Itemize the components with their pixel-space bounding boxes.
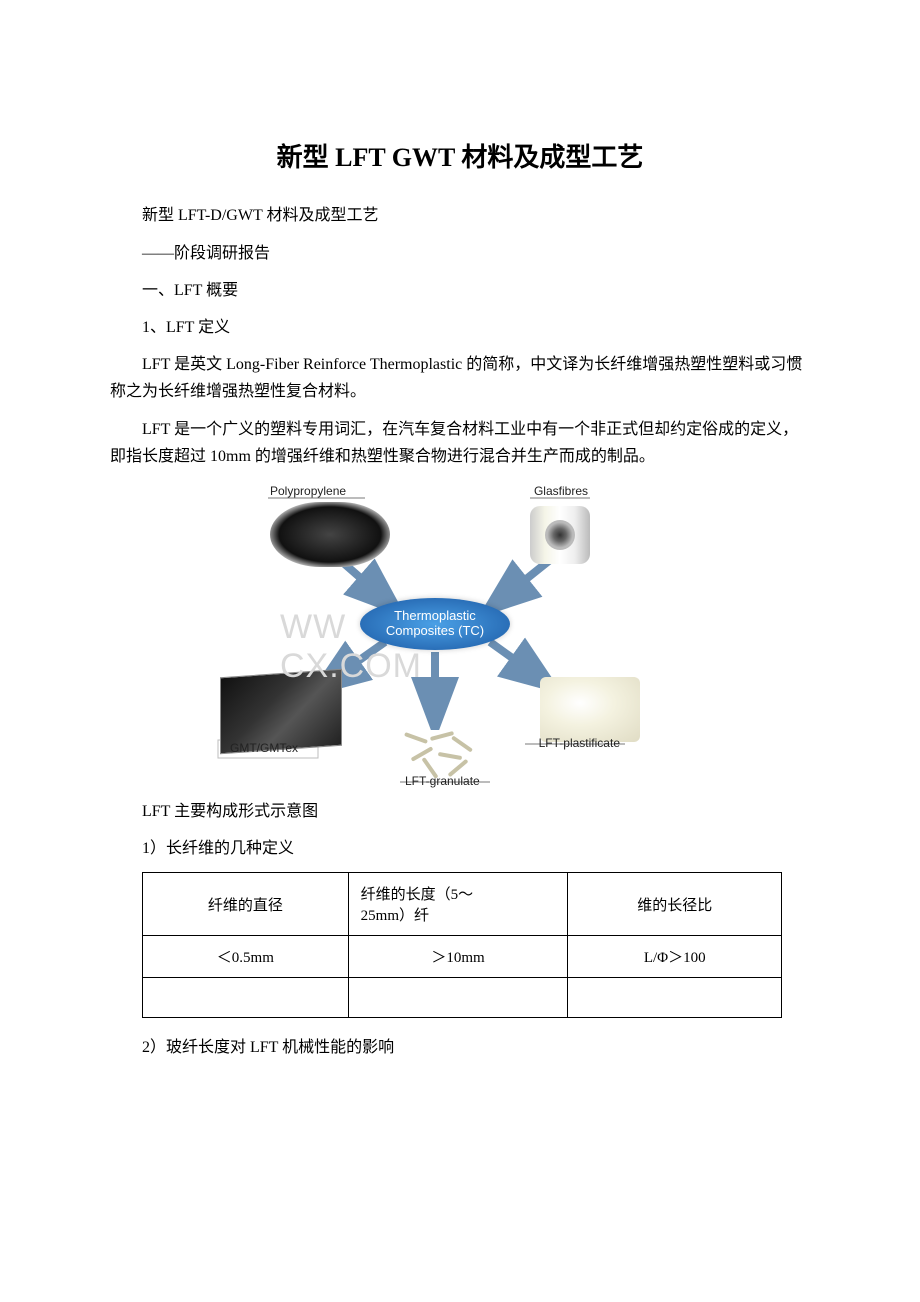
diagram-label-lft-plastificate: LFT-plastificate: [539, 736, 620, 750]
paragraph: LFT 是英文 Long-Fiber Reinforce Thermoplast…: [110, 351, 810, 405]
paragraph: LFT 是一个广义的塑料专用词汇，在汽车复合材料工业中有一个非正式但却约定俗成的…: [110, 416, 810, 470]
paragraph: 2）玻纤长度对 LFT 机械性能的影响: [110, 1034, 810, 1061]
diagram-center-oval: Thermoplastic Composites (TC): [360, 598, 510, 650]
center-oval-line2: Composites (TC): [386, 624, 484, 639]
center-oval-line1: Thermoplastic: [394, 609, 476, 624]
table-cell: [568, 978, 782, 1018]
document-page: 新型 LFT GWT 材料及成型工艺 新型 LFT-D/GWT 材料及成型工艺 …: [0, 0, 920, 1302]
table-cell: ＜0.5mm: [143, 936, 349, 978]
table-cell: [143, 978, 349, 1018]
diagram-label-lft-granulate: LFT-granulate: [405, 774, 480, 788]
page-title: 新型 LFT GWT 材料及成型工艺: [110, 137, 810, 174]
paragraph: 新型 LFT-D/GWT 材料及成型工艺: [110, 202, 810, 229]
glasfibres-image: [520, 500, 600, 570]
diagram-label-polypropylene: Polypropylene: [270, 484, 346, 498]
table-cell-text: 纤维的长度（5～: [361, 887, 474, 903]
diagram-label-gmt: GMT/GMTex: [230, 741, 298, 755]
watermark-left: WW: [280, 608, 346, 646]
paragraph: 1、LFT 定义: [110, 314, 810, 341]
table-cell-text: 25mm）纤: [361, 908, 429, 924]
table-cell: [348, 978, 568, 1018]
lft-composition-diagram: Polypropylene Glasfibres WW CX.COM Therm…: [190, 480, 660, 790]
paragraph: 1）长纤维的几种定义: [110, 835, 810, 862]
fiber-definition-table: 纤维的直径 纤维的长度（5～ 25mm）纤 维的长径比 ＜0.5mm ＞10mm…: [142, 872, 782, 1018]
table-row: ＜0.5mm ＞10mm L/Φ＞100: [143, 936, 782, 978]
table-header-cell: 纤维的直径: [143, 873, 349, 936]
lft-plastificate-image: [540, 677, 640, 742]
table-header-cell: 维的长径比: [568, 873, 782, 936]
paragraph: 一、LFT 概要: [110, 277, 810, 304]
table-header-cell: 纤维的长度（5～ 25mm）纤: [348, 873, 568, 936]
table-cell: L/Φ＞100: [568, 936, 782, 978]
paragraph: LFT 主要构成形式示意图: [110, 798, 810, 825]
table-cell: ＞10mm: [348, 936, 568, 978]
diagram-label-glasfibres: Glasfibres: [534, 484, 588, 498]
lft-granulate-image: [400, 730, 480, 780]
table-row: [143, 978, 782, 1018]
polypropylene-image: [270, 502, 390, 567]
paragraph: ——阶段调研报告: [110, 240, 810, 267]
table-row: 纤维的直径 纤维的长度（5～ 25mm）纤 维的长径比: [143, 873, 782, 936]
